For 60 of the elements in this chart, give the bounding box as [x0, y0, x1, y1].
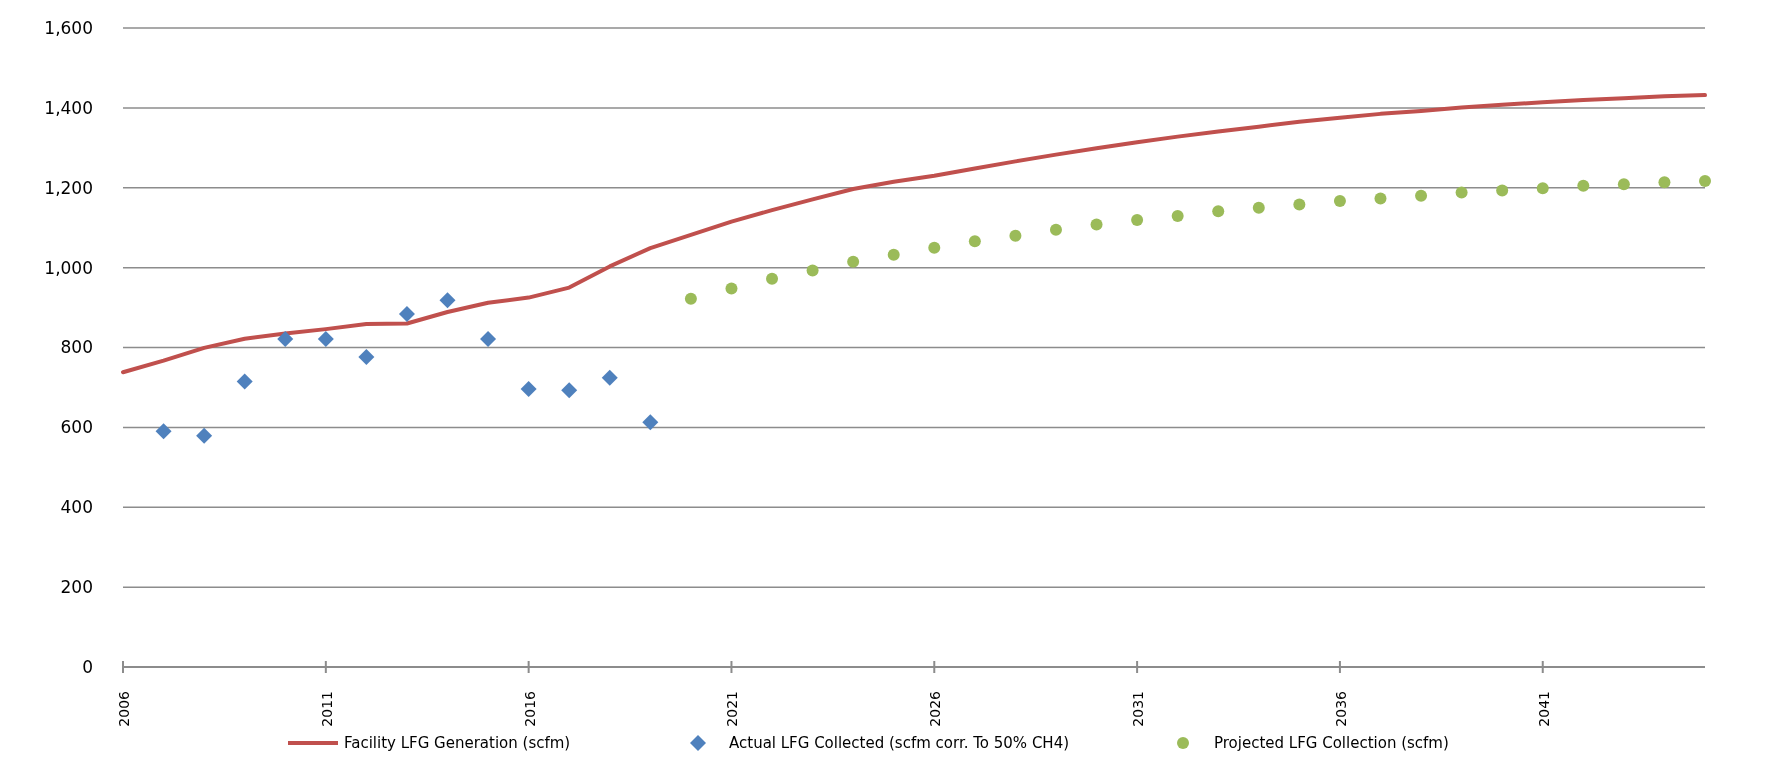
- point: [684, 292, 697, 305]
- x-tick-label: 2031: [1130, 691, 1147, 727]
- point: [1009, 229, 1022, 242]
- point: [1293, 198, 1306, 211]
- x-tick-label: 2006: [116, 690, 132, 727]
- point: [968, 235, 981, 248]
- point: [1415, 189, 1428, 202]
- point: [1212, 205, 1225, 218]
- point: [1049, 223, 1062, 236]
- point: [196, 427, 213, 444]
- x-tick-label: 2016: [521, 690, 538, 727]
- legend-label: Facility LFG Generation (scfm): [344, 734, 571, 752]
- point: [725, 282, 738, 295]
- point: [1455, 186, 1468, 199]
- y-tick-label: 200: [60, 577, 93, 598]
- point: [1171, 210, 1184, 223]
- point: [928, 241, 941, 254]
- y-tick-label: 600: [60, 417, 93, 438]
- y-tick-label: 1,200: [44, 177, 93, 198]
- point: [1333, 194, 1346, 207]
- point: [398, 305, 415, 322]
- point: [1699, 174, 1711, 187]
- x-tick-label: 2036: [1332, 690, 1349, 727]
- point: [1496, 184, 1509, 197]
- point: [601, 369, 618, 386]
- point: [520, 381, 537, 398]
- point: [887, 248, 900, 261]
- legend-label: Projected LFG Collection (scfm): [1214, 734, 1449, 752]
- y-tick-label: 1,400: [44, 97, 93, 118]
- point: [1090, 218, 1103, 231]
- point: [1577, 179, 1590, 192]
- legend-label: Actual LFG Collected (scfm corr. To 50% CH4): [729, 734, 1070, 752]
- x-tick-label: 2026: [927, 690, 944, 727]
- point: [155, 423, 172, 440]
- point: [847, 255, 860, 268]
- point: [1658, 176, 1671, 189]
- point: [766, 272, 779, 285]
- y-tick-label: 800: [60, 337, 93, 358]
- x-tick-label: 2021: [724, 691, 741, 727]
- point: [358, 349, 375, 366]
- y-tick-label: 400: [60, 497, 93, 518]
- point: [277, 331, 294, 348]
- point: [1131, 214, 1144, 227]
- line-series: [121, 93, 1707, 375]
- point: [1374, 192, 1387, 205]
- point: [1617, 178, 1630, 191]
- x-tick-label: 2041: [1535, 691, 1552, 727]
- point: [317, 331, 334, 348]
- y-tick-label: 1,600: [44, 17, 93, 38]
- point: [480, 331, 497, 348]
- y-tick-label: 1,000: [44, 257, 93, 278]
- x-tick-label: 2011: [318, 691, 335, 727]
- point: [561, 382, 578, 399]
- point: [236, 373, 253, 390]
- point: [1536, 182, 1549, 195]
- point: [439, 292, 456, 309]
- point: [642, 414, 659, 431]
- y-tick-label: 0: [82, 656, 93, 677]
- point: [1252, 201, 1265, 214]
- point: [806, 264, 819, 277]
